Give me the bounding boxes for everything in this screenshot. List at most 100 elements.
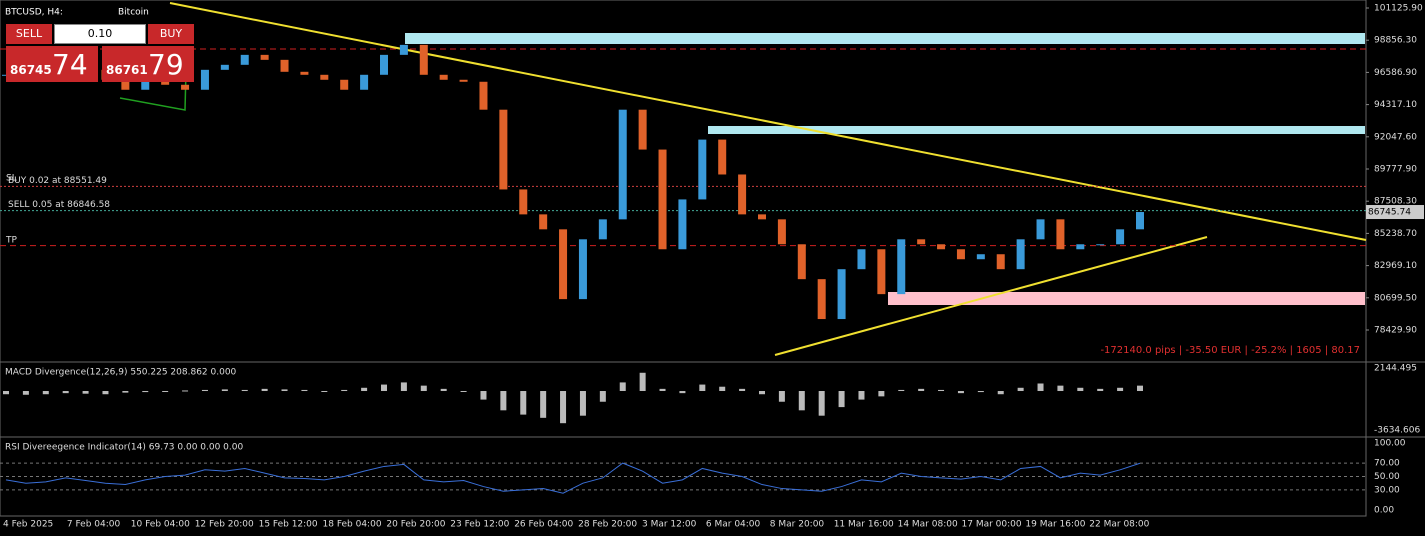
candle — [240, 54, 249, 65]
time-label: 4 Feb 2025 — [3, 520, 53, 530]
price-pips: 79 — [148, 48, 184, 81]
candle — [956, 249, 965, 260]
price: 86745 — [10, 63, 52, 77]
macd-bar — [540, 391, 547, 418]
price-label: 78429.90 — [1374, 326, 1417, 336]
time-label: 3 Mar 12:00 — [642, 520, 697, 530]
macd-bar — [699, 384, 706, 392]
time-label: 19 Mar 16:00 — [1025, 520, 1085, 530]
symbol: BTCUSD, H4: — [5, 8, 63, 18]
macd-bar — [301, 389, 308, 392]
candle — [658, 149, 667, 250]
macd-bar — [361, 387, 368, 392]
candle — [439, 74, 448, 80]
divergence-line — [119, 69, 187, 111]
candle — [220, 64, 229, 70]
rsi-axis-label: 30.00 — [1374, 485, 1400, 495]
candle — [738, 174, 747, 215]
macd-bar — [977, 391, 984, 393]
macd-bar — [321, 391, 328, 393]
candle — [718, 139, 727, 175]
rsi-axis-label: 70.00 — [1374, 459, 1400, 469]
candle — [1116, 229, 1125, 245]
macd-bar — [440, 388, 447, 392]
macd-bar — [3, 391, 9, 395]
macd-bar — [341, 389, 348, 392]
rsi-title: RSI Divereegence Indicator(14) 69.73 0.0… — [5, 443, 243, 453]
buy-quote[interactable]: 86761 79 — [102, 46, 194, 82]
candle — [200, 69, 209, 90]
macd-bar — [500, 391, 507, 411]
macd-bar — [918, 388, 925, 392]
macd-bar — [599, 391, 606, 402]
candle — [777, 219, 786, 245]
price-label: 80699.50 — [1374, 293, 1417, 303]
time-label: 20 Feb 20:00 — [386, 520, 445, 530]
candle — [419, 44, 428, 75]
macd-bar — [1037, 383, 1044, 392]
macd-bar — [838, 391, 845, 408]
buy-button[interactable]: BUY — [148, 24, 194, 44]
trend-line — [169, 2, 1367, 241]
macd-bar — [42, 391, 49, 395]
candle — [181, 84, 190, 90]
time-label: 14 Mar 08:00 — [898, 520, 958, 530]
macd-bar — [261, 388, 268, 392]
macd-bar — [679, 391, 686, 394]
price-label: 89777.90 — [1374, 165, 1417, 175]
order-label: BUY 0.02 at 88551.49 — [8, 176, 107, 186]
candle — [559, 229, 568, 300]
macd-bar — [241, 389, 248, 392]
volume-input[interactable]: 0.10 — [54, 24, 146, 44]
macd-bar — [1057, 385, 1064, 392]
candle — [678, 199, 687, 250]
candle — [280, 59, 289, 72]
macd-bar — [420, 385, 427, 392]
time-label: 7 Feb 04:00 — [67, 520, 121, 530]
time-label: 17 Mar 00:00 — [962, 520, 1022, 530]
macd-bar — [142, 391, 149, 393]
candle — [360, 74, 369, 90]
candle — [877, 249, 886, 295]
stats: -172140.0 pips | -35.50 EUR | -25.2% | 1… — [1100, 345, 1360, 356]
macd-bar — [102, 391, 109, 395]
candle — [976, 254, 985, 260]
macd-bar — [281, 389, 288, 392]
time-label: 11 Mar 16:00 — [834, 520, 894, 530]
price-label: 101125.90 — [1374, 4, 1423, 14]
macd-bar — [997, 391, 1004, 395]
macd-bar — [1097, 388, 1104, 392]
macd-bar — [759, 391, 765, 395]
macd-bar — [798, 391, 805, 411]
macd-bar — [162, 391, 169, 393]
macd-bar — [818, 391, 825, 416]
candle — [996, 254, 1005, 270]
macd-bar — [878, 391, 885, 397]
macd-bar — [719, 386, 726, 392]
candle — [758, 214, 766, 220]
sell-button[interactable]: SELL — [6, 24, 52, 44]
price-label: 85238.70 — [1374, 229, 1417, 239]
candle — [519, 189, 528, 215]
macd-bar — [381, 384, 387, 392]
sell-quote[interactable]: 86745 74 — [6, 46, 98, 82]
support-zone — [888, 292, 1365, 305]
macd-bar — [739, 388, 746, 392]
macd-bar — [201, 389, 208, 392]
candle — [459, 79, 468, 82]
price-label: 98856.30 — [1374, 36, 1417, 46]
candle — [121, 79, 130, 90]
macd-bar — [221, 389, 228, 392]
time-label: 8 Mar 20:00 — [770, 520, 825, 530]
candle — [578, 239, 587, 300]
time-label: 15 Feb 12:00 — [259, 520, 318, 530]
time-label: 12 Feb 20:00 — [195, 520, 254, 530]
candle — [917, 239, 926, 245]
price-label: 82969.10 — [1374, 261, 1417, 271]
macd-bar — [898, 389, 905, 392]
macd-bar — [1077, 387, 1084, 392]
candle — [499, 109, 508, 190]
macd-bar — [122, 391, 129, 393]
